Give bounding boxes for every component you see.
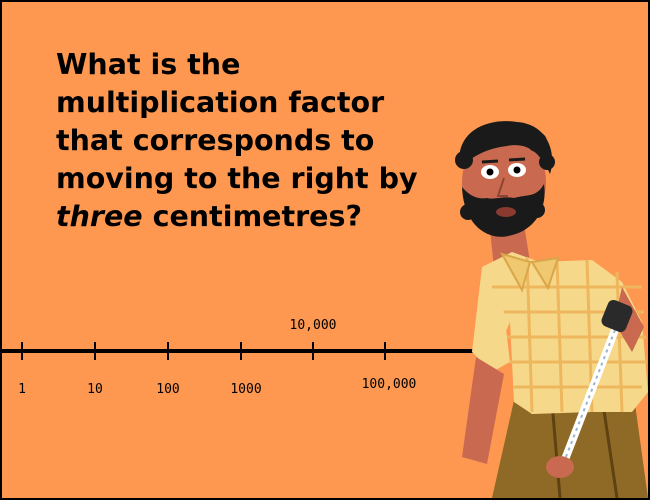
label-100000: 100,000 xyxy=(362,377,417,392)
question-emphasis: three xyxy=(56,200,143,233)
label-1000: 1000 xyxy=(230,382,261,397)
label-1: 1 xyxy=(18,382,26,397)
question-text: What is the multiplication factor that c… xyxy=(56,46,456,236)
question-line-4: moving to the right by xyxy=(56,162,418,195)
question-line-5-rest: centimetres? xyxy=(142,200,362,233)
question-line-2: multiplication factor xyxy=(56,86,385,119)
question-line-3: that corresponds to xyxy=(56,124,375,157)
label-10: 10 xyxy=(87,382,103,397)
bearded-man-with-tape-measure-icon xyxy=(455,121,648,498)
label-10000: 10,000 xyxy=(290,318,337,333)
question-line-1: What is the xyxy=(56,48,241,81)
question-line-5: three centimetres? xyxy=(56,198,456,236)
label-100: 100 xyxy=(156,382,179,397)
number-line: 1 10 100 1000 10,000 100,000 xyxy=(2,318,486,397)
